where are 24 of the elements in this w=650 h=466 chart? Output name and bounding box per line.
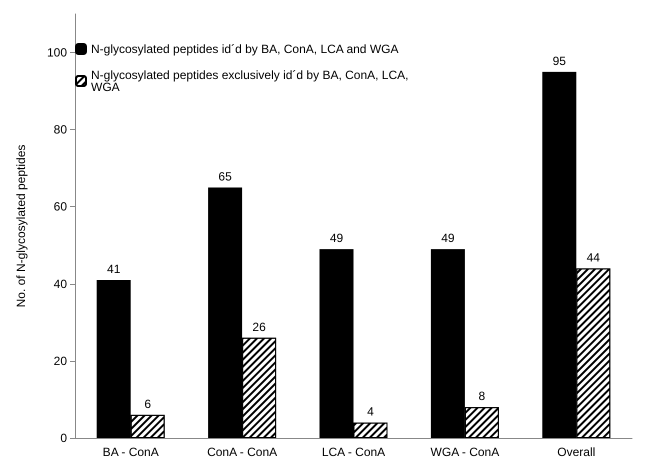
data-label: 44 (586, 250, 600, 264)
x-tick-label: BA - ConA (102, 445, 159, 459)
y-tick-label: 60 (54, 200, 68, 214)
legend-label: N-glycosylated peptides exclusively id´d by BA, ConA, LCA, WGA (91, 68, 412, 94)
x-tick-label: ConA - ConA (207, 445, 278, 459)
y-axis-title: No. of N-glycosylated peptides (14, 144, 28, 308)
data-label: 41 (107, 262, 121, 276)
legend-label: N-glycosylated peptides id´d by BA, ConA, LCA and WGA (91, 42, 398, 56)
data-label: 4 (367, 404, 374, 419)
x-tick-label: WGA - ConA (430, 445, 500, 459)
data-label: 95 (552, 54, 566, 68)
data-label: 26 (252, 320, 266, 334)
data-label: 49 (330, 231, 344, 246)
y-tick-label: 80 (54, 122, 68, 137)
data-label: 65 (218, 169, 232, 184)
x-tick-label: LCA - ConA (322, 445, 386, 459)
y-tick-label: 20 (54, 354, 68, 368)
data-label: 8 (478, 389, 486, 404)
y-tick-label: 100 (46, 46, 68, 60)
x-tick-label: Overall (557, 445, 596, 459)
y-tick-label: 40 (54, 276, 68, 291)
data-label: 6 (144, 396, 152, 411)
y-tick-label: 0 (60, 431, 68, 445)
data-label: 49 (441, 231, 455, 246)
